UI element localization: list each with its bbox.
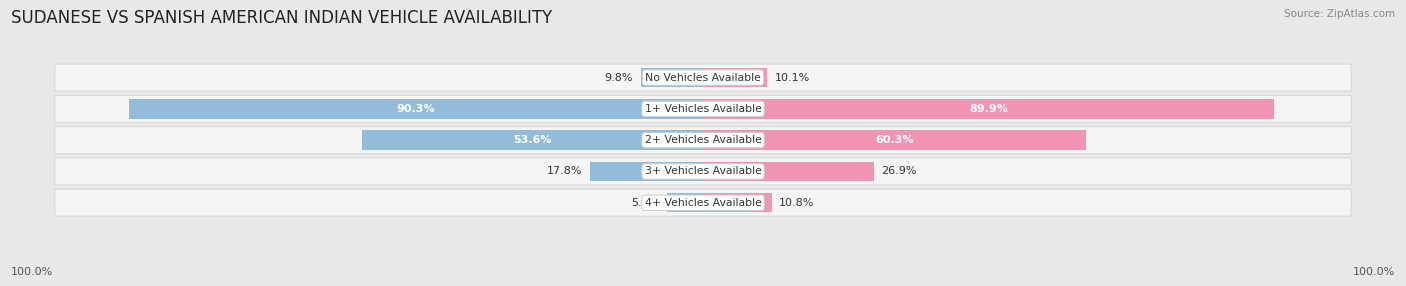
- FancyBboxPatch shape: [55, 64, 1351, 91]
- Bar: [703, 193, 772, 212]
- Text: 53.6%: 53.6%: [513, 135, 553, 145]
- Text: 3+ Vehicles Available: 3+ Vehicles Available: [644, 166, 762, 176]
- FancyBboxPatch shape: [55, 158, 1351, 185]
- Bar: [129, 99, 703, 118]
- Text: 60.3%: 60.3%: [876, 135, 914, 145]
- Bar: [703, 68, 768, 87]
- Text: 5.6%: 5.6%: [631, 198, 659, 208]
- Bar: [668, 193, 703, 212]
- Bar: [703, 99, 1274, 118]
- Bar: [641, 68, 703, 87]
- Text: 17.8%: 17.8%: [547, 166, 582, 176]
- Text: 100.0%: 100.0%: [1353, 267, 1395, 277]
- Bar: [703, 162, 875, 181]
- Legend: Sudanese, Spanish American Indian: Sudanese, Spanish American Indian: [568, 281, 838, 286]
- FancyBboxPatch shape: [55, 96, 1351, 122]
- Text: Source: ZipAtlas.com: Source: ZipAtlas.com: [1284, 9, 1395, 19]
- Text: 10.8%: 10.8%: [779, 198, 814, 208]
- Text: 4+ Vehicles Available: 4+ Vehicles Available: [644, 198, 762, 208]
- Text: 1+ Vehicles Available: 1+ Vehicles Available: [644, 104, 762, 114]
- Text: SUDANESE VS SPANISH AMERICAN INDIAN VEHICLE AVAILABILITY: SUDANESE VS SPANISH AMERICAN INDIAN VEHI…: [11, 9, 553, 27]
- FancyBboxPatch shape: [55, 189, 1351, 216]
- FancyBboxPatch shape: [55, 127, 1351, 154]
- Bar: [363, 130, 703, 150]
- Text: 100.0%: 100.0%: [11, 267, 53, 277]
- Text: 9.8%: 9.8%: [605, 73, 633, 83]
- Text: 89.9%: 89.9%: [969, 104, 1008, 114]
- Bar: [591, 162, 703, 181]
- Text: 10.1%: 10.1%: [775, 73, 810, 83]
- Text: 2+ Vehicles Available: 2+ Vehicles Available: [644, 135, 762, 145]
- Text: No Vehicles Available: No Vehicles Available: [645, 73, 761, 83]
- Text: 90.3%: 90.3%: [396, 104, 436, 114]
- Text: 26.9%: 26.9%: [882, 166, 917, 176]
- Bar: [703, 130, 1087, 150]
